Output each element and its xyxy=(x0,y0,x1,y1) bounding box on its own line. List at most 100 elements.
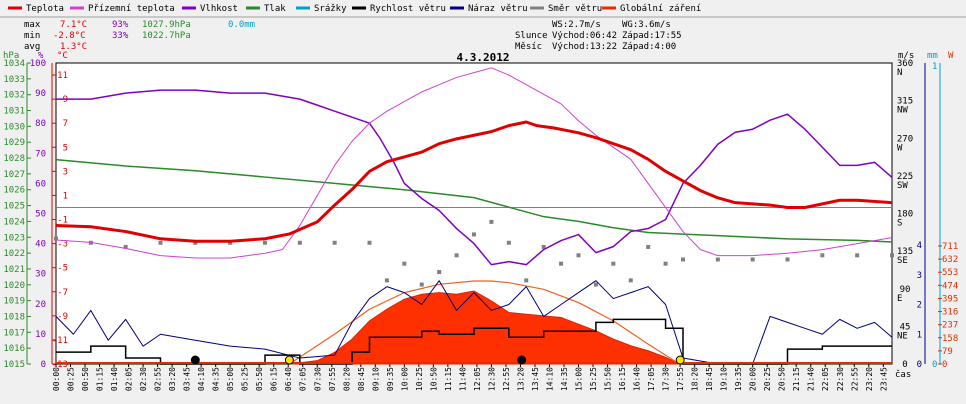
direction-tick-label: 225 xyxy=(897,172,913,182)
x-tick-label: 06:15 xyxy=(270,367,279,391)
x-tick-label: 07:55 xyxy=(328,367,337,391)
moonset-value: Západ:4:00 xyxy=(622,42,676,52)
wind-direction-point xyxy=(472,232,476,237)
radiation-tick-label: 711 xyxy=(942,242,958,252)
x-tick-label: 12:55 xyxy=(502,367,511,391)
x-tick-label: 02:30 xyxy=(139,367,148,391)
wind-direction-point xyxy=(54,236,58,241)
hpa-tick-label: 1026 xyxy=(3,186,25,196)
temp-tick-label: 1 xyxy=(63,191,68,201)
radiation-tick-label: 158 xyxy=(942,334,958,344)
legend-label: Vlhkost xyxy=(200,4,238,14)
temp-tick-label: -7 xyxy=(57,288,68,298)
stat-min-press: 1022.7hPa xyxy=(142,31,191,41)
pct-tick-label: 40 xyxy=(35,240,46,250)
x-tick-label: 15:00 xyxy=(575,367,584,391)
wind-direction-point xyxy=(384,278,389,283)
x-tick-label: 16:15 xyxy=(618,367,627,391)
pressure-line xyxy=(55,158,893,243)
temp-tick-label: -1 xyxy=(57,216,68,226)
pct-tick-label: 0 xyxy=(41,360,46,370)
legend-label: Srážky xyxy=(314,4,347,14)
pct-tick-label: 100 xyxy=(30,59,46,69)
stats-panel: max 7.1°C 93% 1027.9hPa 0.0mm min -2.8°C… xyxy=(24,20,255,52)
x-tick-label: 22:55 xyxy=(850,367,859,391)
hpa-tick-label: 1016 xyxy=(3,344,25,354)
x-tick-label: 02:55 xyxy=(154,367,163,391)
wind-direction-point xyxy=(681,257,685,262)
temp-tick-label: 5 xyxy=(63,143,68,153)
x-tick-label: 11:40 xyxy=(458,367,467,391)
wind-direction-point xyxy=(750,257,755,262)
direction-tick-label: 135 xyxy=(897,247,913,257)
x-tick-label: 22:05 xyxy=(821,367,830,391)
radiation-tick-label: 79 xyxy=(942,347,953,357)
x-tick-label: 23:45 xyxy=(879,367,888,391)
hpa-tick-label: 1019 xyxy=(3,297,25,307)
x-tick-label: 08:20 xyxy=(342,367,351,391)
pct-tick-label: 50 xyxy=(35,210,46,220)
x-tick-label: 00:25 xyxy=(67,367,76,391)
x-axis-label: čas xyxy=(895,369,911,380)
x-tick-label: 09:10 xyxy=(371,367,380,391)
hpa-tick-label: 1027 xyxy=(3,170,25,180)
wind-direction-point xyxy=(715,257,720,262)
stat-max-hum: 93% xyxy=(112,20,129,30)
sun-moon-panel: WS:2.7m/s WG:3.6m/s Slunce Východ:06:42 … xyxy=(515,20,682,52)
wind-direction-point xyxy=(367,240,372,245)
x-tick-label: 07:05 xyxy=(299,367,308,391)
wind-direction-point xyxy=(611,261,616,266)
wind-tick-label: 2 xyxy=(917,301,922,311)
x-tick-label: 05:25 xyxy=(241,367,250,391)
temp-tick-label: 3 xyxy=(63,167,68,177)
wind-direction-point xyxy=(123,244,128,249)
wind-gust-line xyxy=(55,280,893,365)
x-tick-label: 19:10 xyxy=(720,367,729,391)
x-tick-label: 14:35 xyxy=(560,367,569,391)
direction-compass-label: NW xyxy=(897,106,908,116)
hpa-tick-label: 1023 xyxy=(3,233,25,243)
rad-unit: W xyxy=(948,51,954,61)
hpa-tick-label: 1028 xyxy=(3,154,25,164)
direction-compass-label: E xyxy=(897,294,902,304)
wind-direction-point xyxy=(332,240,337,245)
wind-direction-point xyxy=(419,282,424,287)
temp-tick-label: -13 xyxy=(52,360,68,370)
wind-direction-point xyxy=(593,282,598,287)
moonrise-value: Východ:13:22 xyxy=(552,42,617,52)
wind-direction-point xyxy=(437,270,442,275)
x-tick-label: 10:25 xyxy=(415,367,424,391)
sunrise-value: Východ:06:42 xyxy=(552,31,617,41)
moonrise-marker xyxy=(517,355,527,365)
temp-tick-label: -11 xyxy=(52,336,68,346)
x-tick-label: 04:35 xyxy=(212,367,221,391)
radiation-tick-label: 237 xyxy=(942,321,958,331)
x-tick-label: 02:05 xyxy=(125,367,134,391)
ws-value: WS:2.7m/s xyxy=(552,20,601,30)
legend-label: Směr větru xyxy=(548,4,602,14)
wind-direction-point xyxy=(263,240,267,245)
wind-tick-label: 0 xyxy=(917,360,922,370)
pct-tick-label: 60 xyxy=(35,179,46,189)
wind-direction-point xyxy=(890,253,894,258)
radiation-tick-label: 553 xyxy=(942,268,958,278)
x-tick-label: 00:00 xyxy=(52,367,61,391)
hpa-tick-label: 1025 xyxy=(3,202,25,212)
x-tick-label: 18:45 xyxy=(705,367,714,391)
hpa-tick-label: 1017 xyxy=(3,328,25,338)
temp-tick-label: -3 xyxy=(57,240,68,250)
wind-direction-point xyxy=(646,244,651,249)
direction-compass-label: N xyxy=(897,68,902,78)
x-tick-label: 12:30 xyxy=(487,367,496,391)
hpa-tick-label: 1029 xyxy=(3,138,25,148)
radiation-tick-label: 316 xyxy=(942,308,958,318)
direction-tick-label: 360 xyxy=(897,59,913,69)
wind-direction-point xyxy=(820,253,825,258)
direction-tick-label: 180 xyxy=(897,210,913,220)
x-tick-label: 17:05 xyxy=(647,367,656,391)
x-tick-label: 12:05 xyxy=(473,367,482,391)
x-tick-label: 20:25 xyxy=(763,367,772,391)
stat-min-label: min xyxy=(24,31,40,41)
